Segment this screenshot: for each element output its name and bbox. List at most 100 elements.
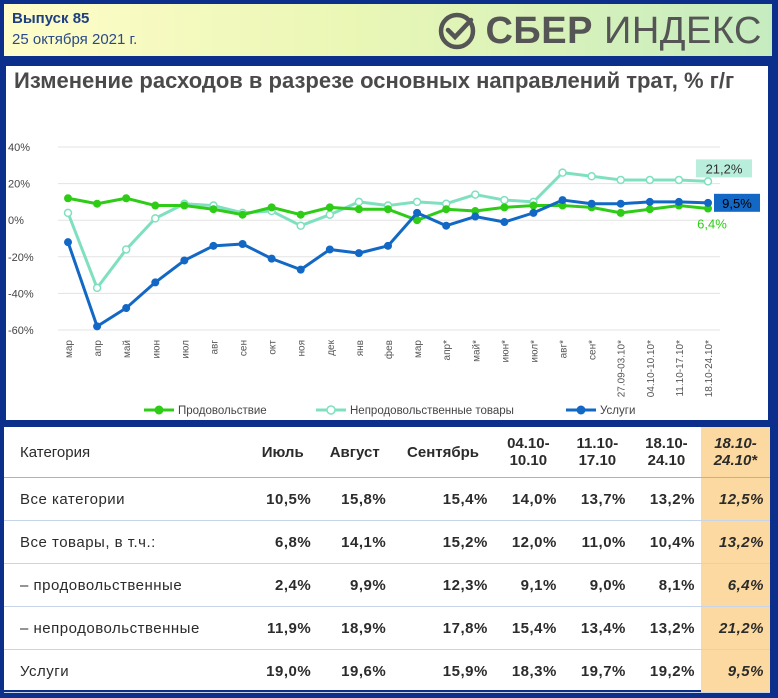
value-cell: 15,8% [317, 477, 393, 521]
value-cell: 2,4% [248, 563, 318, 607]
x-tick-label: мар [413, 340, 424, 358]
column-header-category: Категория [4, 427, 249, 478]
value-cell: 13,7% [562, 477, 632, 521]
data-point [558, 168, 567, 177]
column-header: 18.10- 24.10* [700, 427, 770, 478]
data-point [413, 216, 422, 225]
value-cell: 9,0% [562, 563, 632, 607]
logo-text-light: ИНДЕКС [604, 9, 762, 52]
data-point [64, 238, 72, 247]
x-tick-label: авг* [559, 340, 570, 359]
value-cell: 8,1% [631, 563, 701, 607]
data-point [354, 205, 363, 214]
row-category-cell: – продовольственные [4, 563, 249, 607]
value-cell: 9,9% [317, 563, 393, 607]
data-point [471, 190, 480, 199]
report-header: Выпуск 85 25 октября 2021 г. СБЕР ИНДЕКС [4, 4, 772, 56]
column-header: 04.10- 10.10 [493, 427, 563, 478]
data-point [500, 195, 509, 205]
x-tick-label: фев [383, 340, 395, 359]
sber-index-logo: СБЕР ИНДЕКС [437, 10, 762, 52]
data-point [587, 199, 596, 208]
data-point [296, 265, 305, 274]
table-row: – продовольственные 2,4% 9,9% 12,3% 9,1% 9,0%… [4, 563, 770, 607]
issue-number: Выпуск 85 [12, 10, 90, 27]
y-tick-label: -60% [8, 325, 34, 337]
data-point [122, 304, 131, 313]
data-point [645, 205, 654, 214]
end-label: 6,4% [697, 216, 727, 231]
data-point [674, 197, 683, 206]
column-header: Август [317, 427, 393, 478]
data-point [180, 201, 189, 210]
chart-panel: Изменение расходов в разрезе основных на… [6, 66, 768, 420]
data-point [267, 203, 276, 212]
value-cell: 11,0% [562, 520, 632, 564]
value-cell: 12,0% [493, 520, 563, 564]
data-point [209, 241, 218, 250]
x-tick-label: ноя [297, 340, 308, 357]
summary-table: Категория Июль Август Сентябрь 04.10- 10.10 11… [4, 427, 770, 693]
value-cell: 18,3% [493, 649, 563, 693]
data-point [471, 207, 480, 216]
value-cell: 21,2% [700, 606, 770, 650]
x-tick-label: 04.10-10.10* [646, 340, 657, 397]
value-cell: 19,2% [631, 649, 701, 693]
value-cell: 17,8% [392, 606, 494, 650]
x-tick-label: окт [268, 340, 279, 355]
data-point [151, 201, 160, 210]
value-cell: 19,7% [562, 649, 632, 693]
x-tick-label: сен* [588, 340, 599, 360]
data-point [151, 278, 160, 287]
x-tick-label: мар [64, 340, 75, 358]
data-point [500, 203, 509, 212]
data-point [238, 210, 247, 219]
data-point [209, 205, 218, 214]
value-cell: 13,2% [700, 520, 770, 564]
value-cell: 15,2% [392, 520, 494, 564]
data-point [122, 194, 131, 203]
y-tick-label: 40% [8, 142, 30, 154]
value-cell: 19,6% [317, 649, 393, 693]
table-row: Услуги 19,0% 19,6% 15,9% 18,3% 19,7% 19,2% 9,5% [4, 649, 770, 693]
data-point [325, 210, 335, 219]
data-point [180, 256, 189, 265]
data-point [93, 322, 102, 331]
y-tick-label: -40% [8, 288, 34, 300]
table-row: Все категории 10,5% 15,8% 15,4% 14,0% 13,7% 13… [4, 477, 770, 521]
value-cell: 10,5% [248, 477, 318, 521]
x-tick-label: дек [326, 339, 337, 355]
value-cell: 10,4% [631, 520, 701, 564]
data-point [616, 175, 625, 185]
data-point [151, 214, 160, 223]
table-row: – непродовольственные 11,9% 18,9% 17,8% 15,4… [4, 606, 770, 650]
row-category-cell: Все товары, в т.ч.: [4, 520, 249, 564]
value-cell: 15,4% [392, 477, 494, 521]
y-tick-label: -20% [8, 252, 34, 264]
data-point [325, 203, 334, 212]
data-point [587, 172, 596, 181]
data-point [325, 245, 334, 254]
data-point [64, 194, 72, 203]
value-cell: 6,4% [700, 563, 770, 607]
x-tick-label: май* [471, 340, 482, 362]
end-label-box [696, 159, 752, 178]
data-point [412, 197, 422, 207]
line-chart: 40% 20% 0% -20% -40% -60% мар апр май июн июл авг се… [8, 142, 760, 417]
data-point [645, 175, 655, 185]
data-point [296, 221, 305, 230]
value-cell: 14,0% [493, 477, 563, 521]
data-point [704, 204, 712, 213]
value-cell: 19,0% [248, 649, 318, 693]
data-point [616, 199, 625, 208]
x-tick-label: апр [93, 340, 104, 357]
y-tick-label: 0% [8, 215, 24, 227]
data-point [703, 177, 713, 186]
x-tick-label: сен [239, 340, 250, 356]
data-point [63, 208, 73, 218]
data-point [92, 283, 102, 293]
data-point [384, 241, 392, 250]
x-tick-label: июн* [500, 340, 511, 363]
x-tick-label: июн [151, 340, 162, 359]
column-header: 18.10- 24.10 [631, 427, 701, 478]
